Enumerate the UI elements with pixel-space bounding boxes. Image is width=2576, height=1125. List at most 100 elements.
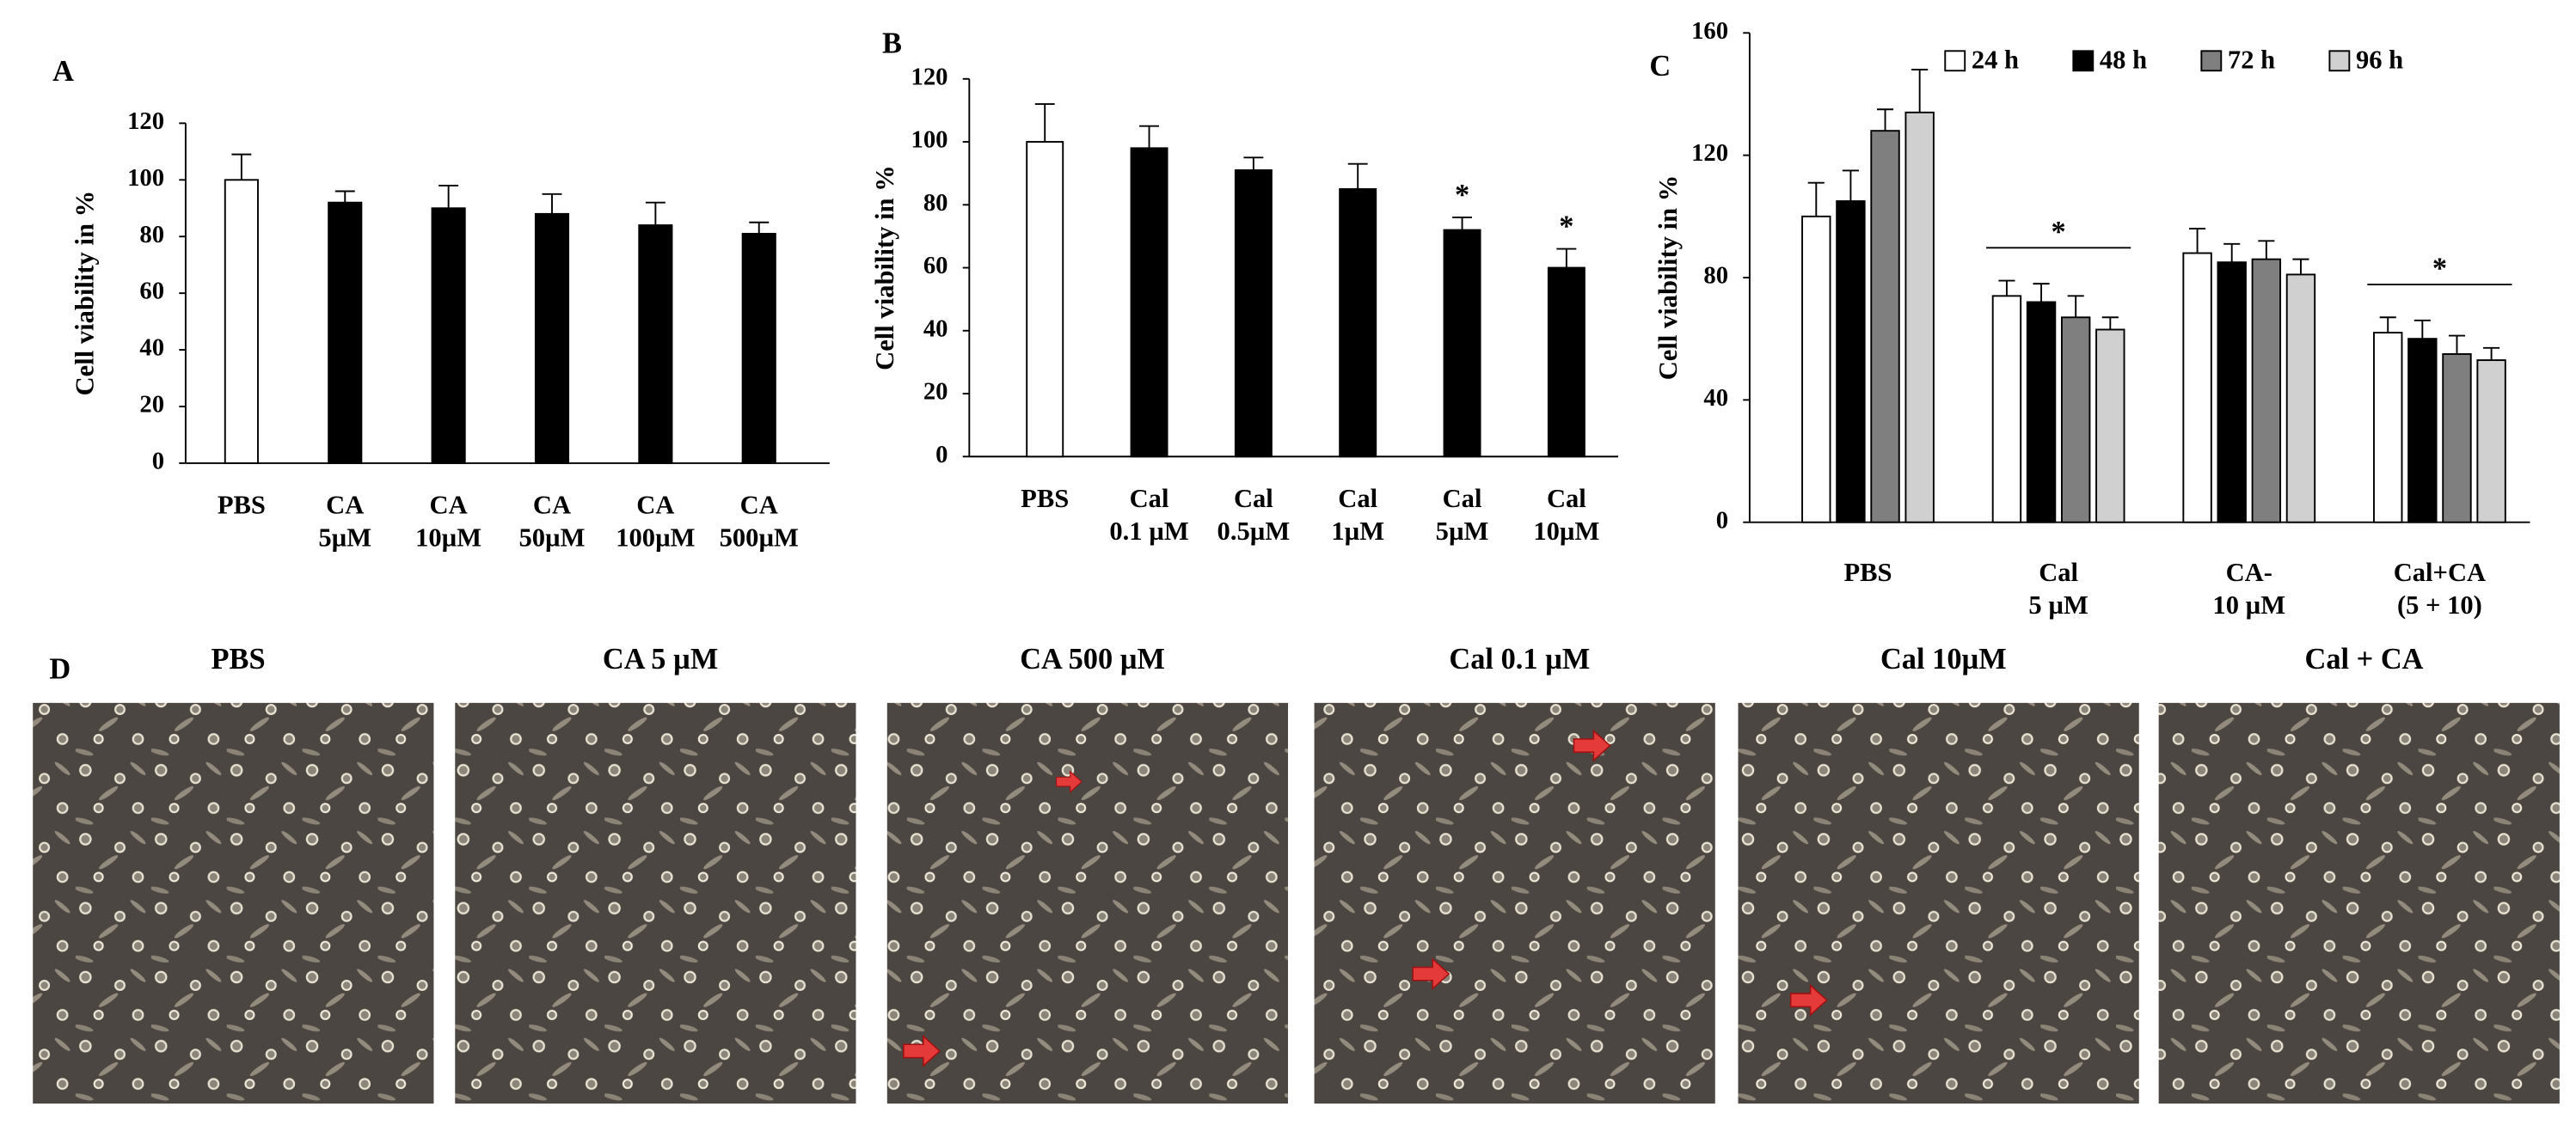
x-tick-label: 5µM — [1436, 517, 1489, 546]
y-axis-label: Cell viability in % — [70, 191, 99, 396]
x-tick-label: CA — [326, 491, 364, 520]
bar — [2373, 332, 2403, 523]
significance-mark: * — [1455, 179, 1469, 211]
x-tick-label: 10 µM — [2212, 590, 2285, 620]
micrograph — [1738, 702, 2139, 1104]
micrograph — [455, 702, 856, 1104]
bar — [2476, 359, 2506, 523]
bar — [1836, 200, 1866, 523]
bar — [2060, 316, 2091, 523]
y-tick-label: 120 — [127, 107, 164, 135]
x-tick-label: CA — [636, 491, 674, 520]
bar — [1130, 147, 1168, 458]
y-tick-label: 120 — [911, 63, 948, 90]
micrograph — [1314, 702, 1715, 1104]
x-tick-label: Cal — [1130, 484, 1169, 513]
bar — [1026, 141, 1064, 458]
bar — [1801, 215, 1831, 523]
y-axis-label: Cell viability in % — [1653, 175, 1683, 381]
y-tick-label: 0 — [935, 441, 948, 468]
y-tick-label: 60 — [923, 252, 948, 279]
bar — [638, 224, 673, 464]
micrograph-panel — [33, 702, 2560, 1104]
legend-swatch — [2328, 50, 2351, 72]
bar — [2182, 252, 2212, 523]
image-title: PBS — [212, 643, 266, 676]
panel-label: B — [882, 27, 902, 59]
bar — [2251, 258, 2282, 523]
bar — [1547, 266, 1585, 458]
y-tick-label: 40 — [139, 334, 164, 362]
x-tick-label: PBS — [1021, 484, 1069, 513]
legend-label: 24 h — [1972, 46, 2019, 75]
x-tick-label: 5 µM — [2028, 590, 2088, 620]
x-tick-label: Cal — [1547, 484, 1586, 513]
bar — [741, 232, 776, 464]
bar — [1443, 229, 1481, 458]
x-tick-label: 100µM — [616, 523, 695, 553]
legend-label: 96 h — [2356, 46, 2403, 75]
x-tick-label: Cal — [1443, 484, 1482, 513]
panel-label: C — [1649, 50, 1671, 83]
bar — [431, 207, 466, 464]
y-tick-label: 160 — [1691, 17, 1728, 45]
significance-mark: * — [1559, 211, 1573, 243]
significance-mark: * — [2052, 216, 2066, 248]
bar — [2026, 301, 2057, 523]
y-tick-label: 60 — [139, 278, 164, 305]
image-title: Cal 10µM — [1880, 643, 2007, 676]
bar — [328, 201, 363, 464]
legend-swatch — [2200, 50, 2223, 72]
bar — [1904, 111, 1935, 523]
y-tick-label: 100 — [911, 126, 948, 154]
y-tick-label: 40 — [923, 315, 948, 342]
x-tick-label: Cal — [1234, 484, 1273, 513]
micrograph — [2158, 702, 2560, 1104]
x-tick-label: 0.1 µM — [1109, 517, 1188, 546]
y-tick-label: 80 — [139, 221, 164, 248]
y-tick-label: 80 — [1703, 262, 1728, 290]
x-tick-label: PBS — [1843, 558, 1892, 587]
y-tick-label: 80 — [923, 189, 948, 217]
bar — [2217, 261, 2247, 523]
image-title: CA 500 µM — [1020, 643, 1165, 676]
micrograph — [33, 702, 434, 1104]
x-tick-label: 1µM — [1331, 517, 1384, 546]
legend-swatch — [2072, 50, 2095, 72]
x-tick-label: 0.5µM — [1217, 517, 1291, 546]
panel-label: D — [49, 652, 71, 685]
significance-mark: * — [2432, 253, 2447, 285]
bar — [1339, 188, 1377, 458]
x-tick-label: 5µM — [318, 523, 371, 553]
bar — [1234, 169, 1273, 458]
x-tick-label: 10µM — [415, 523, 481, 553]
y-tick-label: 100 — [127, 164, 164, 192]
legend-swatch — [1944, 50, 1966, 72]
y-tick-label: 20 — [923, 378, 948, 406]
panel-label: A — [52, 55, 74, 88]
image-title: Cal + CA — [2305, 643, 2424, 676]
x-tick-label: 10µM — [1533, 517, 1599, 546]
bar — [1991, 295, 2022, 523]
legend-label: 72 h — [2228, 46, 2275, 75]
y-axis-label: Cell viability in % — [870, 165, 899, 370]
y-tick-label: 40 — [1703, 384, 1728, 412]
image-title: CA 5 µM — [603, 643, 718, 676]
x-tick-label: CA — [430, 491, 468, 520]
legend-label: 48 h — [2100, 46, 2147, 75]
y-tick-label: 120 — [1691, 139, 1728, 167]
x-tick-label: CA — [740, 491, 778, 520]
micrograph — [886, 702, 1288, 1104]
y-tick-label: 0 — [152, 447, 164, 474]
image-title: Cal 0.1 µM — [1449, 643, 1590, 676]
y-tick-label: 20 — [139, 391, 164, 419]
x-tick-label: 500µM — [720, 523, 799, 553]
bar — [2285, 273, 2316, 523]
bar — [224, 179, 259, 464]
bar — [1870, 130, 1900, 523]
x-tick-label: Cal — [2039, 558, 2078, 587]
x-tick-label: CA- — [2226, 558, 2272, 587]
x-tick-label: Cal+CA — [2394, 558, 2486, 587]
x-tick-label: CA — [533, 491, 571, 520]
y-tick-label: 0 — [1716, 506, 1728, 534]
